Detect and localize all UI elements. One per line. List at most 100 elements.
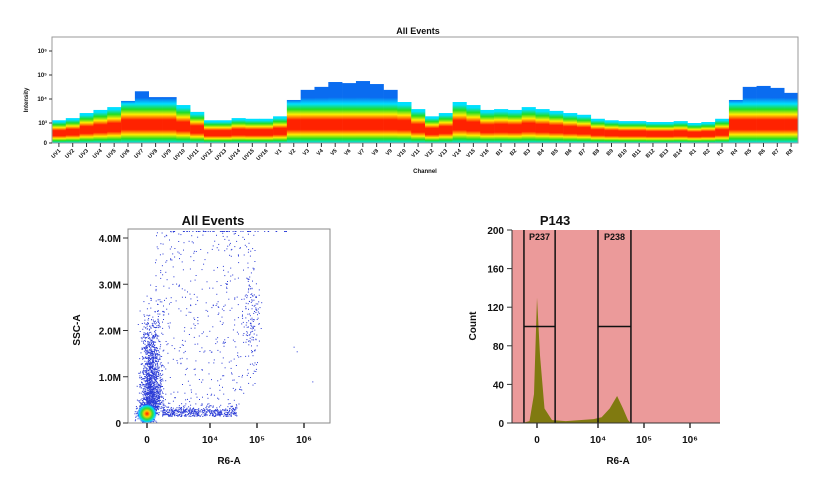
event-dot bbox=[219, 411, 221, 413]
event-dot bbox=[151, 388, 153, 390]
event-dot bbox=[145, 376, 147, 378]
event-dot bbox=[155, 420, 157, 422]
event-dot bbox=[224, 238, 226, 240]
event-dot bbox=[152, 361, 154, 363]
event-dot bbox=[231, 373, 233, 375]
event-dot bbox=[209, 409, 211, 411]
event-dot bbox=[148, 343, 150, 345]
event-dot bbox=[149, 383, 151, 385]
event-dot bbox=[219, 414, 220, 415]
event-dot bbox=[162, 274, 164, 276]
event-dot bbox=[154, 331, 156, 333]
event-dot bbox=[227, 281, 228, 282]
event-dot bbox=[224, 367, 226, 369]
event-dot bbox=[158, 353, 160, 355]
event-dot bbox=[250, 324, 252, 326]
event-dot bbox=[158, 401, 160, 402]
channel-column bbox=[452, 102, 467, 143]
event-dot bbox=[148, 329, 150, 331]
event-dot bbox=[178, 308, 180, 310]
event-dot bbox=[226, 286, 228, 288]
event-dot bbox=[147, 386, 149, 387]
event-dot bbox=[141, 398, 143, 400]
event-dot bbox=[189, 268, 191, 270]
event-dot bbox=[158, 324, 159, 326]
event-dot bbox=[159, 373, 161, 374]
channel-label: V5 bbox=[330, 148, 339, 157]
event-dot bbox=[147, 343, 149, 345]
event-dot bbox=[154, 406, 156, 408]
event-dot bbox=[159, 313, 161, 315]
event-dot bbox=[152, 400, 154, 401]
event-dot bbox=[157, 378, 159, 380]
event-dot bbox=[180, 409, 182, 411]
event-dot bbox=[157, 414, 159, 416]
event-dot bbox=[224, 304, 226, 306]
event-dot bbox=[154, 391, 155, 393]
event-dot bbox=[166, 413, 168, 415]
channel-label: UV2 bbox=[64, 148, 76, 160]
event-dot bbox=[162, 380, 164, 382]
event-dot bbox=[143, 326, 145, 328]
event-dot bbox=[148, 368, 150, 370]
event-dot bbox=[143, 390, 145, 392]
event-dot bbox=[227, 231, 229, 232]
event-dot bbox=[156, 399, 157, 401]
event-dot bbox=[227, 406, 229, 408]
event-dot bbox=[156, 394, 158, 396]
event-dot bbox=[238, 333, 239, 335]
event-dot bbox=[159, 397, 160, 399]
event-dot bbox=[156, 371, 158, 373]
event-dot bbox=[202, 396, 203, 398]
event-dot bbox=[147, 390, 149, 392]
event-dot bbox=[253, 333, 255, 335]
event-dot bbox=[142, 373, 144, 375]
event-dot bbox=[145, 363, 146, 365]
event-dot bbox=[146, 375, 147, 376]
event-dot bbox=[163, 285, 165, 287]
event-dot bbox=[154, 323, 156, 325]
event-dot bbox=[149, 349, 151, 351]
event-dot bbox=[152, 336, 154, 338]
event-dot bbox=[171, 413, 173, 415]
event-dot bbox=[146, 377, 148, 379]
event-dot bbox=[181, 407, 182, 408]
event-dot bbox=[227, 399, 229, 401]
event-dot bbox=[169, 409, 171, 411]
event-dot bbox=[192, 413, 194, 415]
event-dot bbox=[187, 410, 189, 412]
event-dot bbox=[172, 283, 174, 285]
channel-label: B10 bbox=[617, 148, 628, 159]
channel-label: V9 bbox=[385, 148, 394, 157]
event-dot bbox=[226, 236, 228, 238]
event-dot bbox=[247, 335, 248, 337]
event-dot bbox=[148, 381, 150, 383]
event-dot bbox=[254, 304, 256, 306]
event-dot bbox=[234, 341, 236, 343]
event-dot bbox=[148, 362, 150, 364]
event-dot bbox=[154, 369, 156, 371]
event-dot bbox=[147, 383, 149, 385]
channel-label: V4 bbox=[316, 148, 326, 158]
event-dot bbox=[191, 412, 193, 414]
event-dot bbox=[139, 405, 141, 407]
event-dot bbox=[214, 412, 216, 414]
event-dot bbox=[198, 412, 200, 414]
event-dot bbox=[164, 412, 166, 414]
event-dot bbox=[156, 347, 158, 349]
event-dot bbox=[146, 393, 148, 394]
event-dot bbox=[251, 304, 253, 306]
event-dot bbox=[198, 335, 200, 337]
event-dot bbox=[216, 409, 217, 411]
event-dot bbox=[148, 335, 150, 337]
y-tick-label: 200 bbox=[487, 226, 504, 237]
event-dot bbox=[154, 368, 156, 370]
event-dot bbox=[162, 393, 164, 394]
event-dot bbox=[222, 386, 223, 388]
event-dot bbox=[253, 325, 255, 327]
event-dot bbox=[163, 407, 165, 408]
event-dot bbox=[214, 411, 216, 413]
event-dot bbox=[157, 409, 159, 411]
event-dot bbox=[157, 412, 159, 414]
event-dot bbox=[147, 380, 149, 382]
